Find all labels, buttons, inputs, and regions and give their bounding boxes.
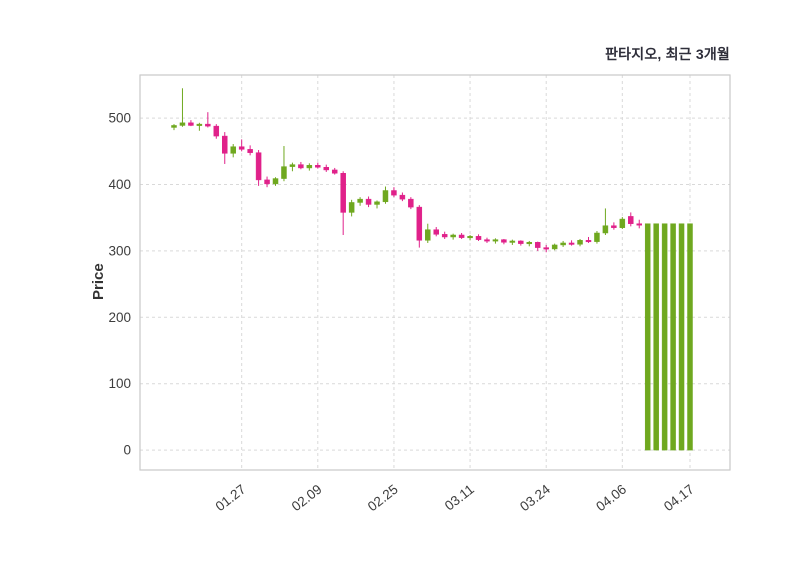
candle-body — [678, 223, 685, 451]
candle-body — [628, 216, 634, 224]
x-tick-label: 04.06 — [593, 482, 629, 515]
candle-body — [568, 242, 575, 245]
candle-body — [348, 202, 355, 213]
candle-body — [416, 206, 423, 241]
candle-body — [509, 240, 516, 243]
plot-frame — [139, 74, 731, 471]
candle-body — [213, 125, 220, 137]
y-tick-label: 300 — [108, 243, 131, 258]
candle-body — [526, 242, 533, 245]
x-tick-label: 03.11 — [442, 482, 477, 514]
candle-body — [551, 244, 558, 250]
candle-body — [230, 146, 236, 154]
candle-body — [577, 240, 583, 245]
candle-body — [518, 240, 524, 244]
y-tick-label: 200 — [108, 310, 131, 325]
x-tick-label: 02.25 — [365, 482, 401, 515]
candle-body — [205, 123, 211, 127]
x-tick-label: 03.24 — [517, 481, 553, 514]
candle-body — [399, 194, 406, 200]
candle-body — [196, 123, 203, 126]
candle-body — [255, 152, 262, 181]
x-tick-label: 02.09 — [289, 482, 325, 515]
candle-body — [171, 125, 177, 128]
candle-body — [425, 229, 431, 241]
candle-body — [323, 167, 330, 171]
candle-body — [484, 239, 490, 242]
candle-body — [272, 178, 279, 185]
candle-body — [247, 149, 253, 153]
candle-body — [560, 242, 566, 246]
candle-body — [653, 223, 659, 451]
x-tick-label: 04.17 — [661, 482, 697, 515]
candle-body — [357, 198, 363, 203]
candle-body — [306, 165, 313, 169]
candle-body — [391, 190, 397, 196]
candle-body — [619, 218, 626, 228]
candle-body — [441, 234, 448, 238]
candle-body — [534, 242, 541, 248]
chart-title: 판타지오, 최근 3개월 — [605, 46, 730, 62]
y-tick-label: 100 — [108, 376, 131, 391]
candle-body — [374, 201, 380, 205]
x-tick-label: 01.27 — [213, 482, 249, 515]
candle-body — [331, 169, 338, 174]
candle-body — [382, 190, 389, 203]
candle-body — [594, 232, 600, 242]
candle-body — [298, 164, 304, 169]
candle-body — [543, 247, 549, 250]
candle-body — [467, 236, 473, 239]
candle-body — [365, 198, 372, 205]
y-tick-label: 400 — [108, 177, 131, 192]
candle-body — [611, 225, 617, 228]
candle-body — [475, 236, 482, 240]
candle-body — [340, 173, 346, 213]
candle-body — [585, 240, 592, 243]
candle-body — [636, 223, 642, 226]
candle-body — [501, 239, 507, 243]
y-tick-label: 0 — [123, 443, 131, 458]
candle-body — [687, 223, 693, 451]
candle-body — [315, 165, 321, 168]
candle-body — [661, 223, 668, 451]
candle-body — [222, 135, 228, 154]
candle-body — [670, 223, 676, 451]
candle-body — [492, 239, 499, 242]
y-tick-label: 500 — [108, 111, 131, 126]
candle-body — [450, 234, 456, 238]
candle-body — [238, 146, 245, 150]
candle-body — [179, 122, 186, 126]
candle-body — [281, 166, 287, 179]
candle-body — [408, 198, 414, 208]
candle-body — [264, 179, 270, 185]
candle-body — [644, 223, 651, 451]
candle-body — [458, 234, 465, 238]
candle-body — [602, 225, 609, 234]
candle-body — [433, 229, 439, 235]
candle-body — [188, 122, 194, 126]
candle-body — [289, 164, 296, 167]
y-axis-label: Price — [90, 263, 107, 300]
